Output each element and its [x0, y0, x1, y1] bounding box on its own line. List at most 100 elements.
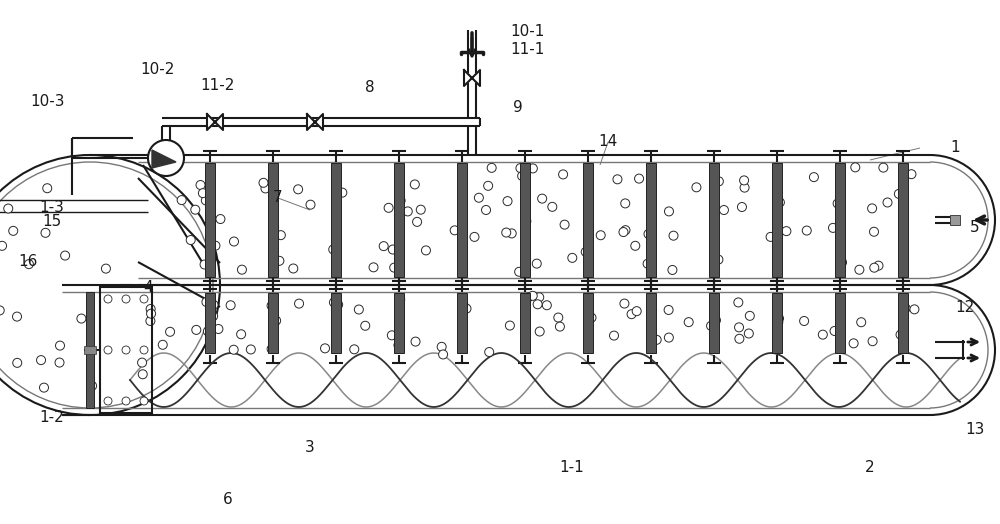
Circle shape	[635, 174, 644, 183]
Circle shape	[735, 323, 744, 332]
Circle shape	[870, 263, 879, 272]
Circle shape	[122, 346, 130, 354]
Circle shape	[203, 327, 212, 336]
Bar	[583, 293, 593, 353]
Circle shape	[631, 242, 640, 250]
Circle shape	[584, 314, 593, 323]
Circle shape	[568, 254, 577, 263]
Circle shape	[535, 293, 544, 302]
Circle shape	[505, 321, 514, 330]
Circle shape	[246, 345, 255, 354]
Text: 11-1: 11-1	[511, 42, 545, 58]
Text: 4: 4	[143, 280, 153, 296]
Circle shape	[775, 314, 784, 323]
Circle shape	[294, 185, 303, 194]
Circle shape	[410, 180, 419, 189]
Circle shape	[627, 310, 636, 319]
Circle shape	[610, 331, 619, 340]
Bar	[583, 163, 593, 277]
Text: 7: 7	[273, 191, 283, 205]
Circle shape	[647, 231, 656, 239]
Circle shape	[101, 264, 110, 273]
Text: 1-1: 1-1	[560, 461, 584, 475]
Circle shape	[88, 381, 97, 390]
Bar	[331, 163, 341, 277]
Bar	[205, 293, 215, 353]
Circle shape	[104, 295, 112, 303]
Circle shape	[849, 339, 858, 348]
Circle shape	[61, 251, 70, 260]
Circle shape	[632, 307, 641, 315]
Circle shape	[462, 304, 471, 313]
Circle shape	[487, 163, 496, 172]
Circle shape	[39, 383, 48, 392]
Circle shape	[894, 189, 903, 199]
Bar	[205, 163, 215, 277]
Circle shape	[745, 311, 754, 320]
Text: 11-2: 11-2	[201, 78, 235, 93]
Circle shape	[855, 265, 864, 274]
Bar	[835, 163, 845, 277]
Circle shape	[507, 229, 516, 238]
Circle shape	[450, 226, 459, 235]
Circle shape	[474, 193, 483, 202]
Text: 13: 13	[965, 422, 985, 438]
Polygon shape	[464, 70, 480, 86]
Text: 3: 3	[305, 441, 315, 455]
Circle shape	[684, 318, 693, 326]
Circle shape	[621, 199, 630, 208]
Circle shape	[200, 260, 209, 269]
Text: 10-2: 10-2	[141, 62, 175, 78]
Circle shape	[621, 226, 630, 235]
Circle shape	[613, 175, 622, 184]
Circle shape	[24, 259, 33, 269]
Circle shape	[211, 241, 220, 250]
Bar	[394, 293, 404, 353]
Circle shape	[122, 295, 130, 303]
Circle shape	[329, 298, 338, 307]
Circle shape	[334, 300, 343, 309]
Circle shape	[37, 356, 46, 365]
Circle shape	[868, 204, 877, 213]
Circle shape	[9, 226, 18, 235]
Circle shape	[338, 188, 347, 197]
Circle shape	[528, 291, 537, 300]
Circle shape	[482, 205, 491, 214]
Circle shape	[43, 184, 52, 193]
Circle shape	[329, 245, 338, 254]
Circle shape	[535, 327, 544, 336]
Bar	[709, 163, 719, 277]
Bar	[709, 293, 719, 353]
Bar	[520, 163, 530, 277]
Bar	[457, 163, 467, 277]
Circle shape	[261, 184, 270, 193]
Circle shape	[714, 255, 723, 264]
Circle shape	[55, 358, 64, 367]
Circle shape	[147, 309, 156, 318]
Bar	[331, 293, 341, 353]
Bar	[86, 292, 94, 408]
Circle shape	[140, 295, 148, 303]
Circle shape	[836, 319, 845, 328]
Bar	[835, 293, 845, 353]
Circle shape	[198, 189, 207, 198]
Circle shape	[439, 350, 448, 359]
Circle shape	[289, 264, 298, 273]
Circle shape	[652, 335, 661, 344]
Circle shape	[379, 242, 388, 250]
Bar	[950, 215, 960, 225]
Circle shape	[214, 324, 223, 333]
Circle shape	[735, 334, 744, 343]
Circle shape	[177, 195, 186, 204]
Circle shape	[533, 300, 542, 309]
Circle shape	[384, 203, 393, 212]
Bar	[100, 287, 152, 413]
Bar	[898, 163, 908, 277]
Circle shape	[56, 341, 65, 350]
Circle shape	[774, 318, 783, 327]
Circle shape	[186, 235, 195, 245]
Text: 9: 9	[513, 101, 523, 115]
Circle shape	[306, 200, 315, 209]
Circle shape	[503, 196, 512, 205]
Bar	[772, 293, 782, 353]
